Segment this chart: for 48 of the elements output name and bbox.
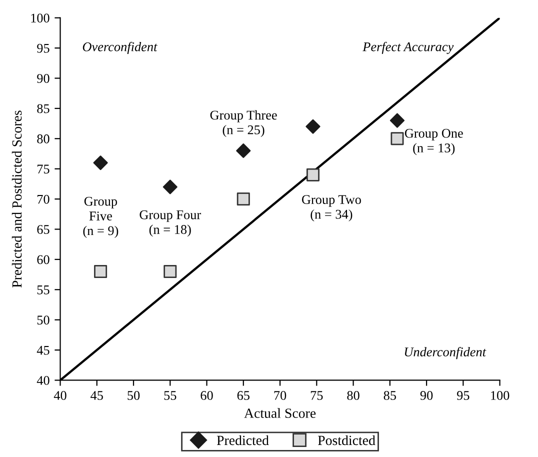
y-tick-label: 70 [38, 194, 50, 204]
point [94, 265, 108, 278]
y-tick-label: 60 [37, 255, 50, 264]
x-tick-label: 85 [384, 391, 396, 400]
y-tick-label: 55 [37, 286, 50, 294]
x-tick-label: 70 [274, 391, 286, 400]
y-tick-label: 40 [36, 376, 50, 385]
point [390, 113, 405, 128]
x-tick-label: 80 [347, 391, 360, 400]
x-tick-label: 95 [457, 391, 470, 400]
x-tick-label: 75 [310, 391, 323, 400]
annotation: Group Five (n = 9) [83, 196, 118, 238]
y-tick-label: 100 [31, 14, 50, 23]
y-tick-label: 50 [37, 316, 50, 325]
x-tick-label: 100 [491, 391, 510, 400]
y-tick-label: 90 [37, 74, 50, 83]
point [164, 265, 177, 278]
y-tick-label: 85 [37, 104, 50, 114]
point [93, 156, 108, 170]
x-tick-label: 55 [164, 391, 176, 400]
point [306, 119, 320, 134]
annotation: Underconfident [404, 346, 486, 360]
point [236, 143, 251, 158]
legend-label: Postdicted [318, 435, 376, 446]
x-tick-label: 90 [420, 391, 433, 400]
y-tick-label: 95 [37, 44, 50, 53]
y-tick-label: 65 [37, 225, 50, 234]
legend-label: Predicted [216, 435, 269, 446]
y-tick-label: 45 [36, 346, 50, 355]
point [306, 168, 320, 182]
point [236, 192, 250, 206]
annotation: Group Four (n = 18) [140, 210, 201, 237]
annotation: Group One (n = 13) [404, 128, 463, 156]
annotation: Group Two (n = 34) [302, 195, 361, 222]
point [390, 132, 404, 146]
annotation: Group Three (n = 25) [210, 110, 277, 137]
x-tick-label: 40 [54, 391, 66, 400]
annotation: Overconfident [82, 42, 158, 54]
x-tick-label: 45 [90, 391, 103, 400]
y-tick-label: 80 [37, 134, 50, 144]
y-axis-title: Predicted and Postdicted Scores [12, 110, 22, 288]
x-tick-label: 65 [237, 391, 250, 400]
x-axis-title: Actual Score [244, 408, 316, 418]
x-tick-label: 50 [128, 391, 140, 400]
point [162, 180, 178, 194]
y-tick-label: 75 [38, 164, 50, 174]
annotation: Perfect Accuracy [362, 42, 454, 54]
x-tick-label: 60 [200, 391, 213, 400]
